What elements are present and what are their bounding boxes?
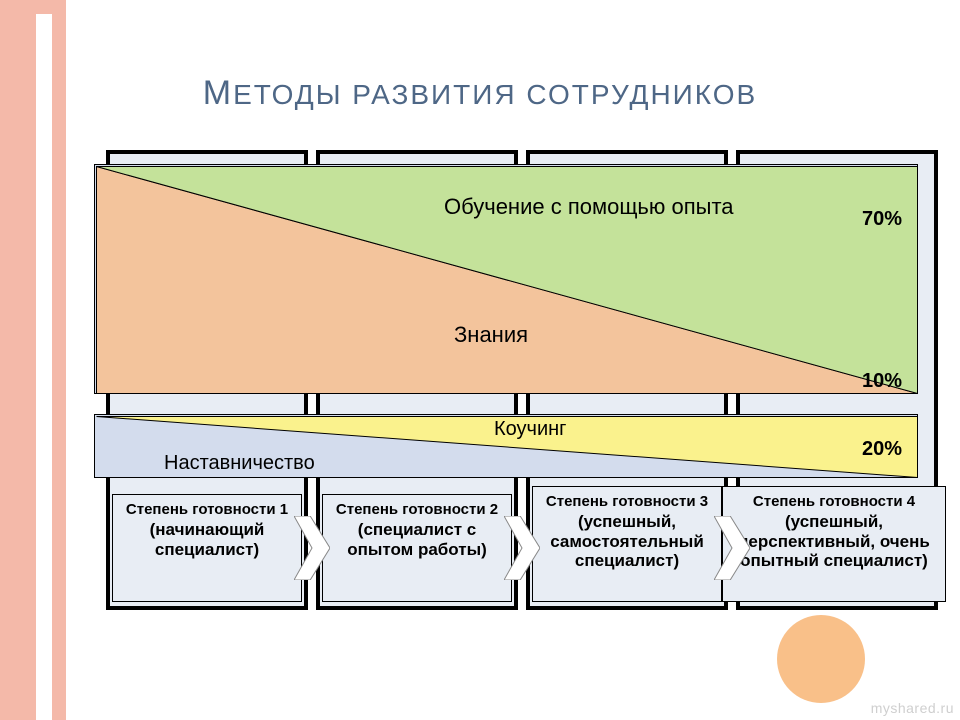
- arrow-2: [504, 516, 540, 580]
- deco-circle-icon: [777, 615, 865, 703]
- stripe-top: [36, 0, 66, 14]
- readiness-card-2: Степень готовности 2 (специалист с опытом…: [322, 494, 512, 602]
- card-level: Степень готовности 4: [727, 493, 941, 510]
- label-knowledge: Знания: [454, 322, 528, 348]
- readiness-card-4: Степень готовности 4 (успешный, перспекти…: [722, 486, 946, 602]
- arrow-1: [294, 516, 330, 580]
- stripe-inner: [52, 14, 66, 720]
- card-level: Степень готовности 3: [537, 493, 717, 510]
- label-coaching: Коучинг: [494, 418, 566, 441]
- slide-title: МЕТОДЫ РАЗВИТИЯ СОТРУДНИКОВ: [203, 74, 758, 113]
- card-desc: (начинающий специалист): [117, 520, 297, 559]
- pct-20: 20%: [862, 438, 902, 461]
- card-desc: (специалист с опытом работы): [327, 520, 507, 559]
- card-level: Степень готовности 2: [327, 501, 507, 518]
- label-mentoring: Наставничество: [164, 452, 315, 475]
- slide-stage: МЕТОДЫ РАЗВИТИЯ СОТРУДНИКОВ Обучение с п…: [0, 0, 960, 720]
- readiness-card-1: Степень готовности 1 (начинающий специали…: [112, 494, 302, 602]
- card-level: Степень готовности 1: [117, 501, 297, 518]
- title-first-letter: М: [203, 74, 233, 112]
- pct-70: 70%: [862, 208, 902, 231]
- label-experience: Обучение с помощью опыта: [444, 194, 734, 220]
- title-rest: ЕТОДЫ РАЗВИТИЯ СОТРУДНИКОВ: [233, 79, 757, 110]
- card-desc: (успешный, перспективный, очень опытный …: [727, 512, 941, 571]
- card-desc: (успешный, самостоятельный специалист): [537, 512, 717, 571]
- arrow-3: [714, 516, 750, 580]
- pct-10: 10%: [862, 370, 902, 393]
- readiness-card-3: Степень готовности 3 (успешный, самостоят…: [532, 486, 722, 602]
- stripe-outer: [0, 0, 36, 720]
- watermark: myshared.ru: [871, 700, 954, 716]
